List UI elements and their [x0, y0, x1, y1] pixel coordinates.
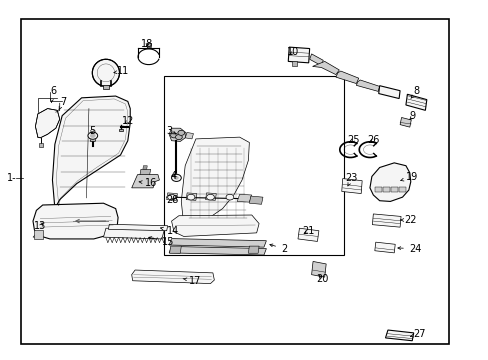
Polygon shape	[166, 193, 177, 201]
Text: 26: 26	[366, 135, 379, 145]
Polygon shape	[249, 196, 263, 204]
Text: 18: 18	[141, 39, 153, 49]
Text: 13: 13	[34, 221, 47, 231]
Text: 19: 19	[400, 172, 417, 182]
Polygon shape	[341, 179, 362, 194]
Bar	[21, 19, 448, 344]
Polygon shape	[287, 47, 309, 63]
Polygon shape	[169, 246, 181, 253]
Polygon shape	[399, 117, 410, 127]
Circle shape	[175, 135, 182, 140]
Polygon shape	[34, 230, 42, 239]
Polygon shape	[335, 71, 358, 84]
Polygon shape	[185, 132, 193, 139]
Circle shape	[88, 132, 98, 139]
Polygon shape	[140, 169, 150, 175]
Text: 3: 3	[166, 126, 176, 136]
Polygon shape	[103, 228, 164, 239]
Polygon shape	[378, 86, 399, 99]
Polygon shape	[171, 215, 259, 237]
Polygon shape	[372, 214, 400, 227]
Circle shape	[225, 194, 233, 200]
Polygon shape	[52, 96, 130, 208]
Text: 7: 7	[59, 97, 66, 110]
Polygon shape	[369, 163, 410, 202]
Polygon shape	[405, 94, 426, 111]
Polygon shape	[309, 54, 323, 66]
Polygon shape	[169, 128, 186, 141]
Polygon shape	[142, 166, 147, 169]
Polygon shape	[33, 232, 42, 237]
Polygon shape	[39, 143, 43, 147]
Text: 6: 6	[50, 86, 56, 102]
Text: 15: 15	[148, 237, 174, 247]
Polygon shape	[390, 187, 397, 192]
Polygon shape	[92, 59, 119, 86]
Polygon shape	[90, 137, 96, 141]
Circle shape	[171, 174, 181, 181]
Circle shape	[187, 194, 195, 200]
Polygon shape	[119, 129, 122, 131]
Polygon shape	[131, 175, 159, 188]
Polygon shape	[312, 62, 339, 75]
Text: 16: 16	[139, 178, 157, 188]
Polygon shape	[398, 187, 405, 192]
Polygon shape	[169, 239, 266, 247]
Polygon shape	[382, 187, 389, 192]
Text: 14: 14	[160, 226, 179, 236]
Polygon shape	[169, 247, 266, 255]
Polygon shape	[35, 109, 60, 138]
Polygon shape	[297, 228, 318, 242]
Polygon shape	[311, 261, 325, 277]
Text: 23: 23	[345, 173, 357, 186]
Polygon shape	[131, 270, 214, 284]
Text: 11: 11	[114, 66, 129, 76]
Circle shape	[167, 194, 175, 200]
Text: 25: 25	[347, 135, 359, 145]
Polygon shape	[102, 85, 109, 89]
Text: 20: 20	[316, 274, 328, 284]
Text: 2: 2	[269, 244, 286, 253]
Bar	[164, 76, 344, 255]
Circle shape	[174, 176, 178, 179]
Circle shape	[178, 130, 184, 135]
Text: 10: 10	[287, 47, 299, 57]
Text: 21: 21	[301, 226, 314, 236]
Text: 1-: 1-	[7, 173, 17, 183]
Text: 24: 24	[397, 244, 420, 253]
Polygon shape	[248, 246, 259, 253]
Text: 22: 22	[400, 215, 416, 225]
Polygon shape	[237, 194, 251, 202]
Polygon shape	[385, 330, 413, 341]
Polygon shape	[291, 62, 296, 66]
Polygon shape	[147, 44, 151, 48]
Circle shape	[206, 194, 214, 200]
Text: 27: 27	[410, 329, 426, 339]
Text: 5: 5	[89, 126, 95, 136]
Text: 4: 4	[170, 171, 176, 181]
Circle shape	[170, 133, 177, 138]
Text: 17: 17	[183, 276, 201, 286]
Polygon shape	[374, 242, 394, 253]
Text: 28: 28	[166, 195, 179, 204]
Polygon shape	[205, 193, 216, 201]
Text: 8: 8	[410, 86, 419, 98]
Polygon shape	[356, 80, 379, 91]
Polygon shape	[374, 187, 381, 192]
Polygon shape	[33, 203, 118, 239]
Circle shape	[90, 134, 95, 138]
Text: 12: 12	[122, 116, 134, 126]
Polygon shape	[181, 137, 249, 226]
Text: 9: 9	[409, 111, 415, 121]
Polygon shape	[186, 193, 197, 201]
Polygon shape	[108, 224, 167, 231]
